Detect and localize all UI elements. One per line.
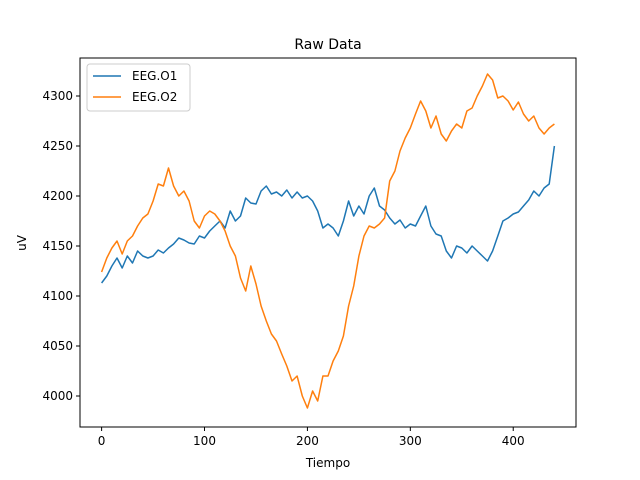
x-tick-label: 100 — [193, 434, 216, 448]
y-tick-label: 4100 — [42, 289, 73, 303]
y-tick-label: 4050 — [42, 339, 73, 353]
legend: EEG.O1 EEG.O2 — [86, 63, 191, 112]
x-axis-label: Tiempo — [305, 456, 350, 470]
series-line-1 — [100, 145, 556, 284]
x-axis-ticks: 0 100 200 300 400 — [98, 427, 525, 448]
y-axis-ticks: 4000 4050 4100 4150 4200 4250 4300 — [42, 89, 80, 403]
x-tick-label: 200 — [296, 434, 319, 448]
y-tick-label: 4000 — [42, 389, 73, 403]
plot-frame — [79, 57, 577, 428]
x-tick-label: 300 — [399, 434, 422, 448]
y-axis-label: uV — [15, 234, 29, 251]
y-tick-label: 4250 — [42, 139, 73, 153]
x-tick-label: 400 — [502, 434, 525, 448]
chart-title: Raw Data — [294, 37, 361, 53]
y-tick-label: 4200 — [42, 189, 73, 203]
x-tick-label: 0 — [98, 434, 106, 448]
series-layer — [100, 73, 556, 409]
series-line-2 — [100, 73, 555, 409]
y-tick-label: 4150 — [42, 239, 73, 253]
y-tick-label: 4300 — [42, 89, 73, 103]
legend-label: EEG.O2 — [132, 90, 177, 104]
legend-label: EEG.O1 — [132, 69, 177, 83]
